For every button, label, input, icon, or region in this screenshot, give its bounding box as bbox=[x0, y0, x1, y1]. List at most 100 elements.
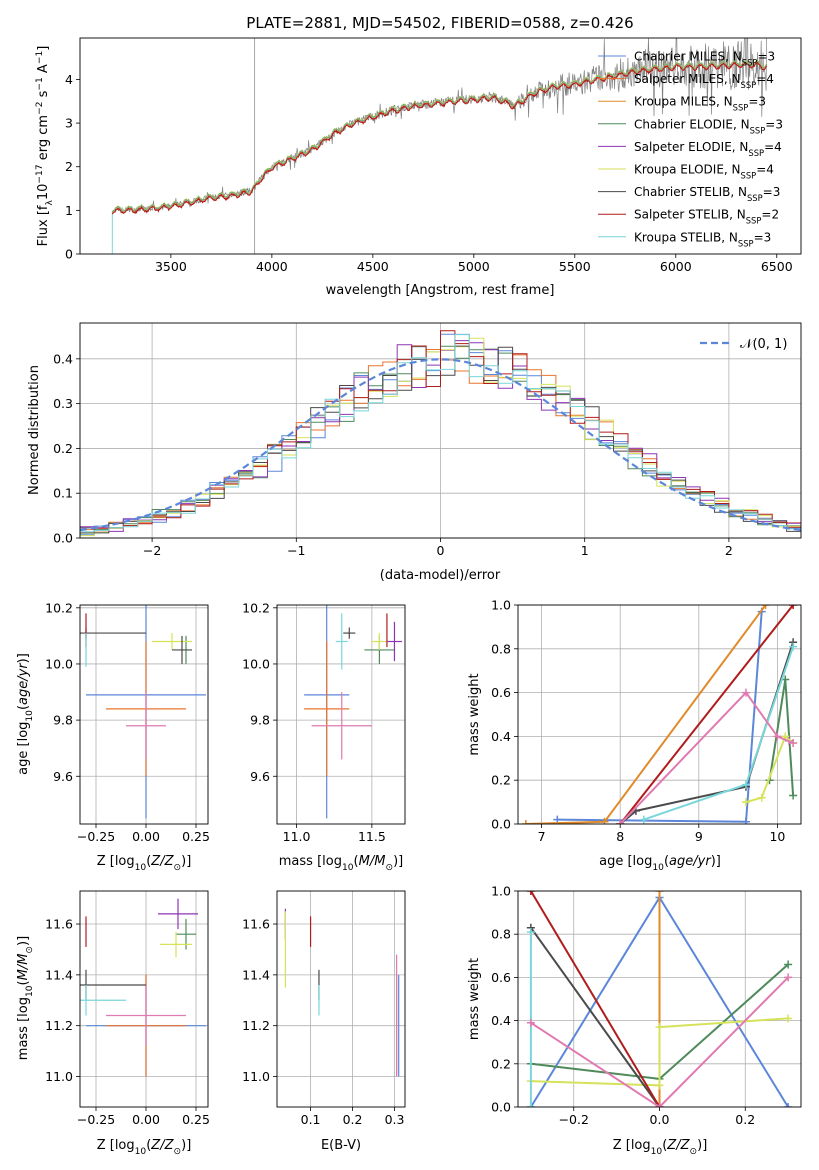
plot-area bbox=[526, 891, 793, 1107]
weight-point-marker bbox=[784, 1103, 793, 1107]
axes-frame bbox=[79, 37, 802, 255]
age-vs-mass-panel: 11.0 11.5 9.6 9.8 10.0 10.2 mass [log10(M/M⊙)] bbox=[242, 600, 406, 873]
y-tick-label: 11.0 bbox=[45, 1069, 73, 1084]
y-tick-label: 10.2 bbox=[45, 600, 73, 615]
y-axis-label: mass [log10(M/M⊙)] bbox=[16, 936, 35, 1060]
x-tick-label: 6500 bbox=[761, 259, 793, 274]
weight-point-marker bbox=[789, 791, 798, 800]
histogram-series bbox=[80, 334, 801, 535]
weight-series-line bbox=[530, 891, 661, 1107]
y-tick-label: 10.2 bbox=[242, 600, 270, 615]
x-tick-label: −2 bbox=[143, 543, 161, 558]
y-axis-label: mass weight bbox=[467, 958, 482, 1040]
y-tick-label: 0.8 bbox=[491, 641, 511, 656]
plot-area bbox=[111, 38, 768, 254]
weight-vs-z-panel: −0.2 0.0 0.2 0.0 0.2 0.4 0.6 0.8 1.0 Z [log10(Z/Z… bbox=[467, 884, 802, 1157]
weight-point-marker bbox=[784, 1014, 793, 1023]
weight-point-marker bbox=[655, 891, 664, 895]
x-tick-label: 11.0 bbox=[283, 829, 311, 844]
plot-area bbox=[284, 908, 400, 1077]
weight-vs-age-panel: 7 8 9 10 0.0 0.2 0.4 0.6 0.8 1.0 age [log10(age/yr… bbox=[467, 598, 802, 873]
x-axis-label: Z [log10(Z/Z⊙)] bbox=[97, 854, 192, 873]
x-tick-label: 0 bbox=[437, 543, 445, 558]
weight-point-marker bbox=[521, 820, 530, 824]
x-axis-label: Z [log10(Z/Z⊙)] bbox=[97, 1138, 192, 1157]
x-tick-label: 10 bbox=[769, 829, 785, 844]
weight-point-marker bbox=[789, 642, 798, 651]
axes-frame bbox=[276, 890, 406, 1108]
plot-area bbox=[304, 605, 402, 819]
y-tick-label: 0.4 bbox=[53, 351, 73, 366]
x-tick-label: 5000 bbox=[458, 259, 490, 274]
y-tick-label: 0.6 bbox=[491, 685, 511, 700]
axes-frame bbox=[517, 604, 802, 825]
y-tick-label: 0.0 bbox=[491, 817, 511, 832]
x-tick-label: 0.00 bbox=[132, 1112, 160, 1127]
axes-frame bbox=[276, 604, 406, 825]
y-tick-label: 0.0 bbox=[491, 1100, 511, 1115]
y-tick-label: 0.0 bbox=[53, 531, 73, 546]
plot-area bbox=[521, 605, 798, 824]
weight-point-marker bbox=[761, 605, 770, 609]
legend-label: Salpeter STELIB, NSSP=2 bbox=[634, 208, 779, 226]
y-tick-label: 11.6 bbox=[45, 917, 73, 932]
weight-series-line bbox=[745, 735, 794, 804]
x-tick-label: 3500 bbox=[155, 259, 187, 274]
weight-point-marker bbox=[616, 820, 625, 824]
x-tick-label: 5500 bbox=[559, 259, 591, 274]
legend-label: Chabrier STELIB, NSSP=3 bbox=[634, 185, 780, 203]
y-tick-label: 0.6 bbox=[491, 970, 511, 985]
x-axis-label: mass [log10(M/M⊙)] bbox=[279, 854, 403, 873]
x-tick-label: 8 bbox=[616, 829, 624, 844]
spectrum-panel: 3500 4000 4500 5000 5500 6000 6500 0 1 2 3 4 Chabrie… bbox=[35, 37, 802, 298]
x-tick-label: 0.25 bbox=[182, 1112, 210, 1127]
weight-series-line bbox=[530, 976, 789, 1107]
weight-point-marker bbox=[526, 891, 535, 895]
weight-point-marker bbox=[526, 928, 535, 937]
x-tick-label: 0.2 bbox=[343, 1112, 363, 1127]
legend-label: Kroupa ELODIE, NSSP=4 bbox=[634, 163, 774, 181]
weight-series-line bbox=[619, 605, 794, 824]
y-tick-label: 11.6 bbox=[242, 917, 270, 932]
legend-label: Kroupa MILES, NSSP=3 bbox=[634, 95, 766, 113]
weight-point-marker bbox=[526, 1018, 535, 1027]
y-tick-label: 1.0 bbox=[491, 884, 511, 899]
x-tick-label: 0.25 bbox=[182, 829, 210, 844]
x-tick-label: −0.2 bbox=[559, 1112, 589, 1127]
x-tick-label: −1 bbox=[287, 543, 305, 558]
weight-point-marker bbox=[789, 605, 798, 609]
x-tick-label: 6000 bbox=[660, 259, 692, 274]
x-axis-label: wavelength [Angstrom, rest frame] bbox=[326, 283, 555, 298]
y-tick-label: 2 bbox=[65, 159, 73, 174]
y-tick-label: 10.0 bbox=[45, 656, 73, 671]
x-tick-label: 7 bbox=[538, 829, 546, 844]
y-tick-label: 9.8 bbox=[53, 713, 73, 728]
weight-series-line bbox=[619, 691, 794, 824]
legend-label: Chabrier ELODIE, NSSP=3 bbox=[634, 117, 783, 135]
weight-point-marker bbox=[741, 688, 750, 697]
weight-point-marker bbox=[784, 973, 793, 982]
y-tick-label: 1.0 bbox=[491, 598, 511, 613]
y-tick-label: 0.8 bbox=[491, 927, 511, 942]
x-tick-label: 0.2 bbox=[735, 1112, 755, 1127]
y-tick-label: 11.4 bbox=[242, 967, 270, 982]
plot-area bbox=[80, 330, 801, 537]
x-axis-label: E(B-V) bbox=[321, 1138, 361, 1153]
legend-label: Salpeter ELODIE, NSSP=4 bbox=[634, 140, 782, 158]
weight-point-marker bbox=[639, 815, 648, 824]
y-tick-label: 10.0 bbox=[242, 656, 270, 671]
y-tick-label: 0.3 bbox=[53, 396, 73, 411]
weight-point-marker bbox=[741, 798, 750, 807]
legend-label: Kroupa STELIB, NSSP=3 bbox=[634, 230, 771, 248]
x-tick-label: −0.25 bbox=[77, 829, 115, 844]
plot-area bbox=[80, 605, 206, 819]
mass-vs-z-panel: −0.25 0.00 0.25 11.0 11.2 11.4 11.6 Z [log10(Z/… bbox=[16, 890, 210, 1157]
y-tick-label: 0 bbox=[65, 247, 73, 262]
y-axis-label: age [log10(age/yr)] bbox=[16, 653, 35, 775]
y-tick-label: 0.2 bbox=[491, 1056, 511, 1071]
weight-point-marker bbox=[757, 793, 766, 802]
y-axis-label: Flux [fλ10−17 erg cm−2 s−1 A−1] bbox=[35, 46, 55, 247]
x-tick-label: 11.5 bbox=[358, 829, 386, 844]
x-tick-label: 2 bbox=[725, 543, 733, 558]
